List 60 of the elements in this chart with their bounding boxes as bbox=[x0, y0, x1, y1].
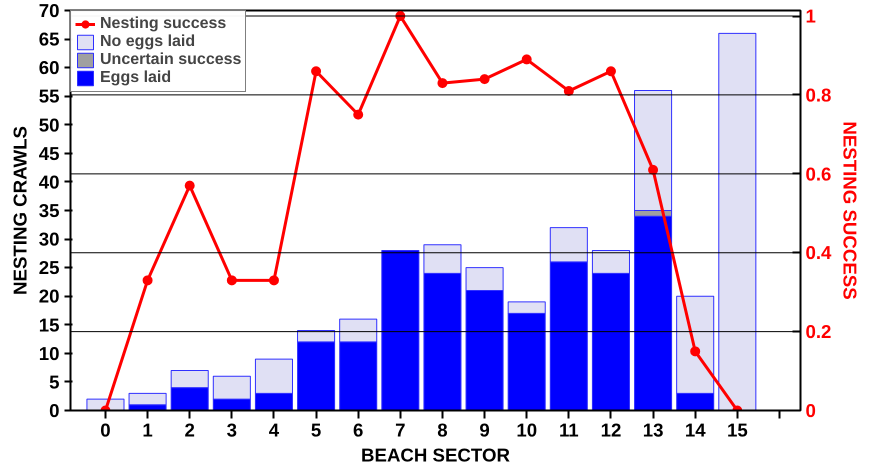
x-axis-title: BEACH SECTOR bbox=[361, 444, 510, 466]
y-tick-label: 35 bbox=[38, 200, 60, 221]
y-tick-label: 70 bbox=[38, 0, 60, 21]
x-tick-label: 2 bbox=[184, 420, 195, 440]
bar bbox=[718, 32, 756, 410]
x-tick-label: 1 bbox=[142, 420, 153, 440]
legend-label: No eggs laid bbox=[100, 33, 196, 51]
y-axis-title: NESTING CRAWLS bbox=[10, 126, 31, 295]
x-tick-label: 0 bbox=[100, 420, 111, 440]
x-tick-label: 7 bbox=[395, 420, 406, 440]
y2-tick-label: 0.6 bbox=[806, 163, 832, 184]
x-tick-label: 6 bbox=[353, 420, 364, 440]
point bbox=[690, 346, 700, 356]
y-tick-label: 5 bbox=[49, 371, 60, 392]
x-tick-label: 15 bbox=[726, 420, 748, 440]
y-tick-label: 45 bbox=[38, 142, 60, 164]
legend-label: Uncertain success bbox=[100, 51, 242, 69]
point bbox=[564, 86, 574, 96]
y-tick-label: 60 bbox=[38, 57, 60, 78]
point bbox=[437, 78, 448, 88]
x-tick-label: 5 bbox=[310, 420, 322, 440]
point bbox=[226, 275, 237, 286]
point bbox=[606, 66, 616, 76]
x-tick-label: 10 bbox=[516, 420, 538, 440]
y2-axis-title: NESTING SUCCESS bbox=[839, 121, 860, 300]
y2-tick-label: 0.8 bbox=[806, 84, 832, 106]
y-tick-label: 25 bbox=[38, 257, 60, 278]
y-tick-label: 40 bbox=[38, 171, 60, 192]
x-tick-label: 8 bbox=[437, 420, 448, 440]
x-tick-label: 13 bbox=[642, 420, 664, 440]
point bbox=[353, 110, 364, 120]
x-tick-label: 3 bbox=[226, 420, 238, 440]
y2-tick-label: 0.4 bbox=[806, 242, 832, 264]
point bbox=[522, 54, 532, 64]
bar bbox=[381, 250, 420, 410]
y-tick-label: 15 bbox=[38, 314, 60, 336]
point bbox=[480, 74, 490, 84]
bar bbox=[128, 392, 167, 406]
y2-tick-label: 0.2 bbox=[806, 321, 832, 342]
x-tick-label: 9 bbox=[479, 420, 490, 440]
point bbox=[648, 164, 658, 175]
x-tick-label: 14 bbox=[684, 420, 706, 440]
y-tick-label: 50 bbox=[38, 114, 60, 136]
y-tick-label: 65 bbox=[38, 28, 60, 50]
point bbox=[184, 180, 195, 191]
legend-label: Eggs laid bbox=[100, 69, 172, 87]
x-tick-label: 11 bbox=[558, 420, 579, 440]
y-tick-label: 10 bbox=[38, 342, 60, 364]
y-tick-label: 55 bbox=[38, 86, 60, 107]
point bbox=[142, 275, 153, 286]
y-tick-label: 30 bbox=[38, 228, 60, 250]
point bbox=[268, 275, 279, 286]
x-tick-label: 4 bbox=[268, 420, 280, 440]
y2-tick-label: 1 bbox=[806, 6, 816, 27]
y-tick-label: 20 bbox=[38, 286, 60, 307]
y2-tick-label: 0 bbox=[806, 400, 816, 421]
legend-label: Nesting success bbox=[100, 15, 226, 33]
x-tick-label: 12 bbox=[600, 420, 622, 440]
y-tick-label: 0 bbox=[49, 400, 60, 421]
point bbox=[311, 66, 322, 76]
